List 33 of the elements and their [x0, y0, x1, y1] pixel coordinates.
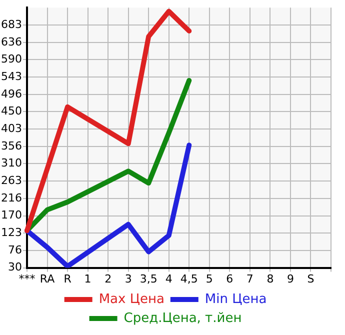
x-tick-label: 3,5 [140, 272, 158, 286]
legend-label: Max Цена [98, 292, 164, 307]
y-tick-label: 263 [0, 174, 22, 188]
x-tick-label: RA [40, 272, 56, 286]
y-tick-label: 123 [0, 226, 22, 240]
y-tick-label: 636 [0, 35, 22, 48]
y-tick-label: 356 [0, 139, 22, 152]
x-tick-label: 4 [165, 272, 172, 286]
x-tick-label: 6 [226, 272, 234, 286]
y-tick-label: 590 [0, 52, 22, 66]
legend-label: Min Цена [204, 292, 267, 307]
y-tick-label: 170 [0, 208, 22, 222]
y-tick-label: 310 [0, 156, 22, 170]
x-tick-label: *** [18, 272, 36, 286]
x-tick-label: 3 [124, 272, 132, 286]
x-tick-label: 5 [206, 272, 213, 286]
x-tick-label: 8 [266, 272, 274, 286]
legend-label: Сред.Цена, т.йен [124, 310, 242, 326]
x-tick-label: R [64, 272, 72, 286]
x-tick-label: 9 [286, 272, 294, 286]
y-tick-label: 76 [8, 244, 22, 257]
x-tick-label: 1 [84, 272, 92, 286]
y-tick-label: 403 [0, 122, 22, 136]
x-tick-label: 2 [104, 272, 112, 286]
y-tick-label: 216 [0, 192, 22, 205]
y-tick-label: 30 [8, 260, 22, 274]
x-tick-label: 4,5 [180, 272, 198, 286]
x-tick-label: S [307, 272, 314, 286]
y-tick-label: 496 [0, 87, 22, 100]
x-tick-label: 7 [246, 272, 254, 286]
y-tick-label: 543 [0, 70, 22, 83]
y-tick-label: 450 [0, 104, 22, 118]
y-tick-label: 683 [0, 18, 22, 31]
